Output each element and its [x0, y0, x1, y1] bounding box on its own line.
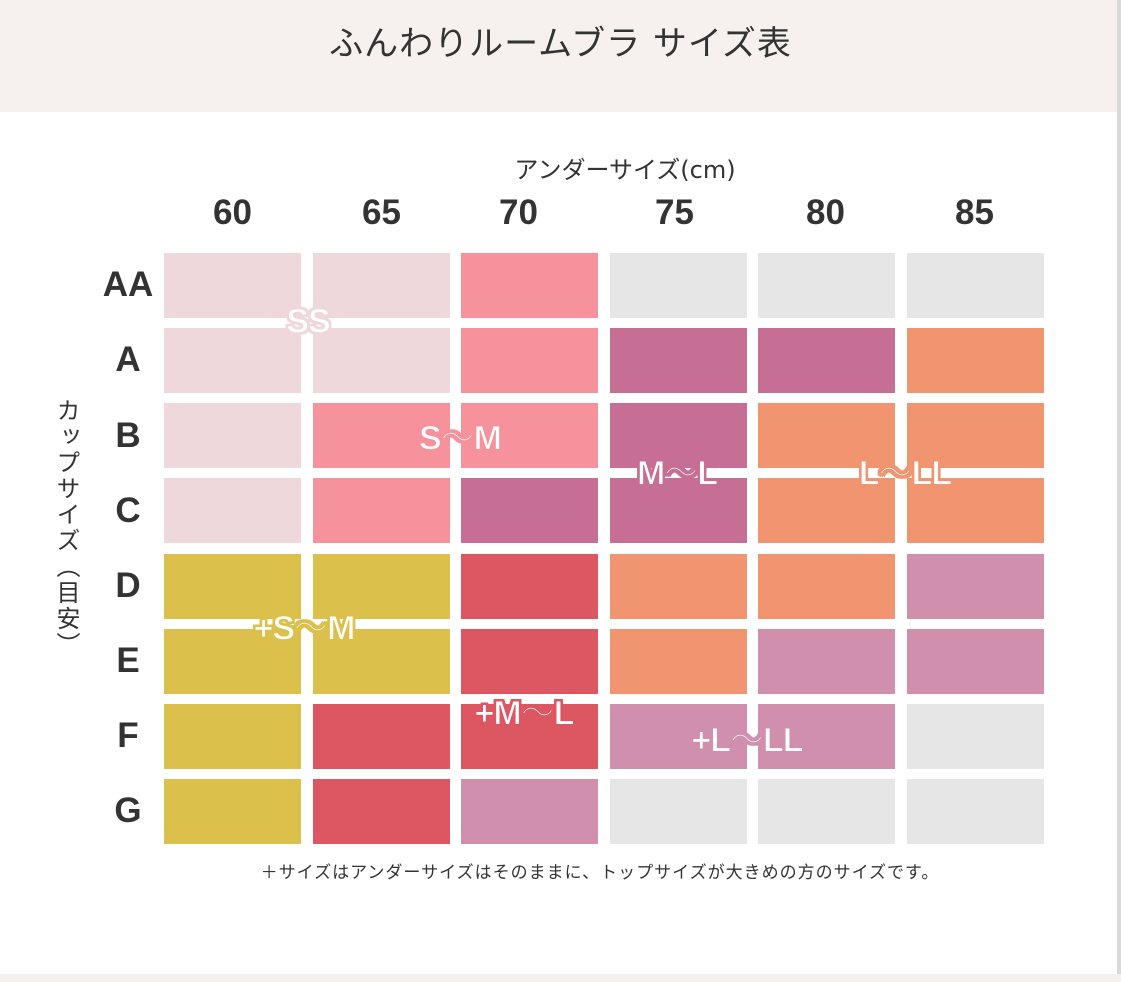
zone-label-ss: SS: [286, 302, 331, 341]
size-cell: [907, 779, 1044, 844]
cup-size-header: AA: [102, 265, 154, 304]
size-cell: [313, 403, 450, 468]
size-cell: [313, 629, 450, 694]
cup-size-header: D: [115, 566, 141, 605]
header-band: [0, 0, 1121, 112]
size-cell: [610, 779, 747, 844]
size-cell: [610, 478, 747, 543]
size-cell: [164, 554, 301, 619]
size-cell: [907, 253, 1044, 318]
size-cell: [610, 403, 747, 468]
size-cell: [164, 779, 301, 844]
page-title: ふんわりルームブラ サイズ表: [329, 24, 792, 64]
size-cell: [907, 704, 1044, 769]
size-cell: [164, 704, 301, 769]
size-cell: [164, 629, 301, 694]
size-cell: [461, 328, 598, 393]
cup-size-header: B: [115, 416, 141, 455]
size-cell: [164, 253, 301, 318]
footnote: ＋サイズはアンダーサイズはそのままに、トップサイズが大きめの方のサイズです。: [260, 863, 940, 883]
size-cell: [758, 478, 895, 543]
size-cell: [164, 328, 301, 393]
cup-size-header: C: [115, 491, 141, 530]
footer-band: [0, 974, 1121, 982]
zone-label-plus-m-l: +M～L: [474, 694, 575, 733]
size-cell: [461, 403, 598, 468]
size-cell: [313, 253, 450, 318]
under-size-header: 65: [362, 193, 401, 232]
zone-label-l-ll: L～LL: [858, 454, 952, 493]
size-cell: [758, 253, 895, 318]
size-cell: [313, 328, 450, 393]
size-cell: [758, 779, 895, 844]
size-cell: [610, 554, 747, 619]
size-cell: [758, 403, 895, 468]
size-cell: [758, 554, 895, 619]
size-cell: [907, 554, 1044, 619]
under-size-axis-label: アンダーサイズ(cm): [514, 156, 736, 184]
size-cell: [164, 478, 301, 543]
cup-size-axis-label: カップサイズ（目安）: [52, 398, 80, 658]
size-cell: [313, 554, 450, 619]
size-cell: [907, 478, 1044, 543]
size-cell: [313, 704, 450, 769]
cup-size-header: F: [117, 716, 139, 755]
size-cell: [461, 554, 598, 619]
under-size-header: 75: [655, 193, 694, 232]
size-cell: [313, 779, 450, 844]
size-cell: [610, 253, 747, 318]
size-cell: [610, 629, 747, 694]
under-size-header: 80: [806, 193, 845, 232]
size-cell: [461, 704, 598, 769]
size-cell: [758, 704, 895, 769]
cup-size-header: G: [114, 791, 142, 830]
under-size-header: 60: [213, 193, 252, 232]
size-cell: [461, 253, 598, 318]
size-cell: [164, 403, 301, 468]
size-cell: [758, 629, 895, 694]
under-size-header: 70: [499, 193, 538, 232]
zone-label-plus-l-ll: +L～LL: [691, 721, 804, 760]
under-size-header: 85: [955, 193, 994, 232]
zone-label-s-m: S～M: [419, 419, 503, 458]
size-cell: [461, 779, 598, 844]
zone-label-m-l: M～L: [636, 454, 718, 493]
zone-label-plus-s-m: +S～M: [253, 609, 356, 648]
size-cell: [907, 629, 1044, 694]
page-edge-divider: [1117, 0, 1121, 982]
cup-size-header: A: [115, 340, 141, 379]
size-cell: [461, 629, 598, 694]
size-cell: [610, 328, 747, 393]
size-cell: [461, 478, 598, 543]
size-cell: [610, 704, 747, 769]
size-cell: [907, 328, 1044, 393]
size-cell: [758, 328, 895, 393]
size-cell: [907, 403, 1044, 468]
cup-size-header: E: [116, 641, 140, 680]
size-cell: [313, 478, 450, 543]
